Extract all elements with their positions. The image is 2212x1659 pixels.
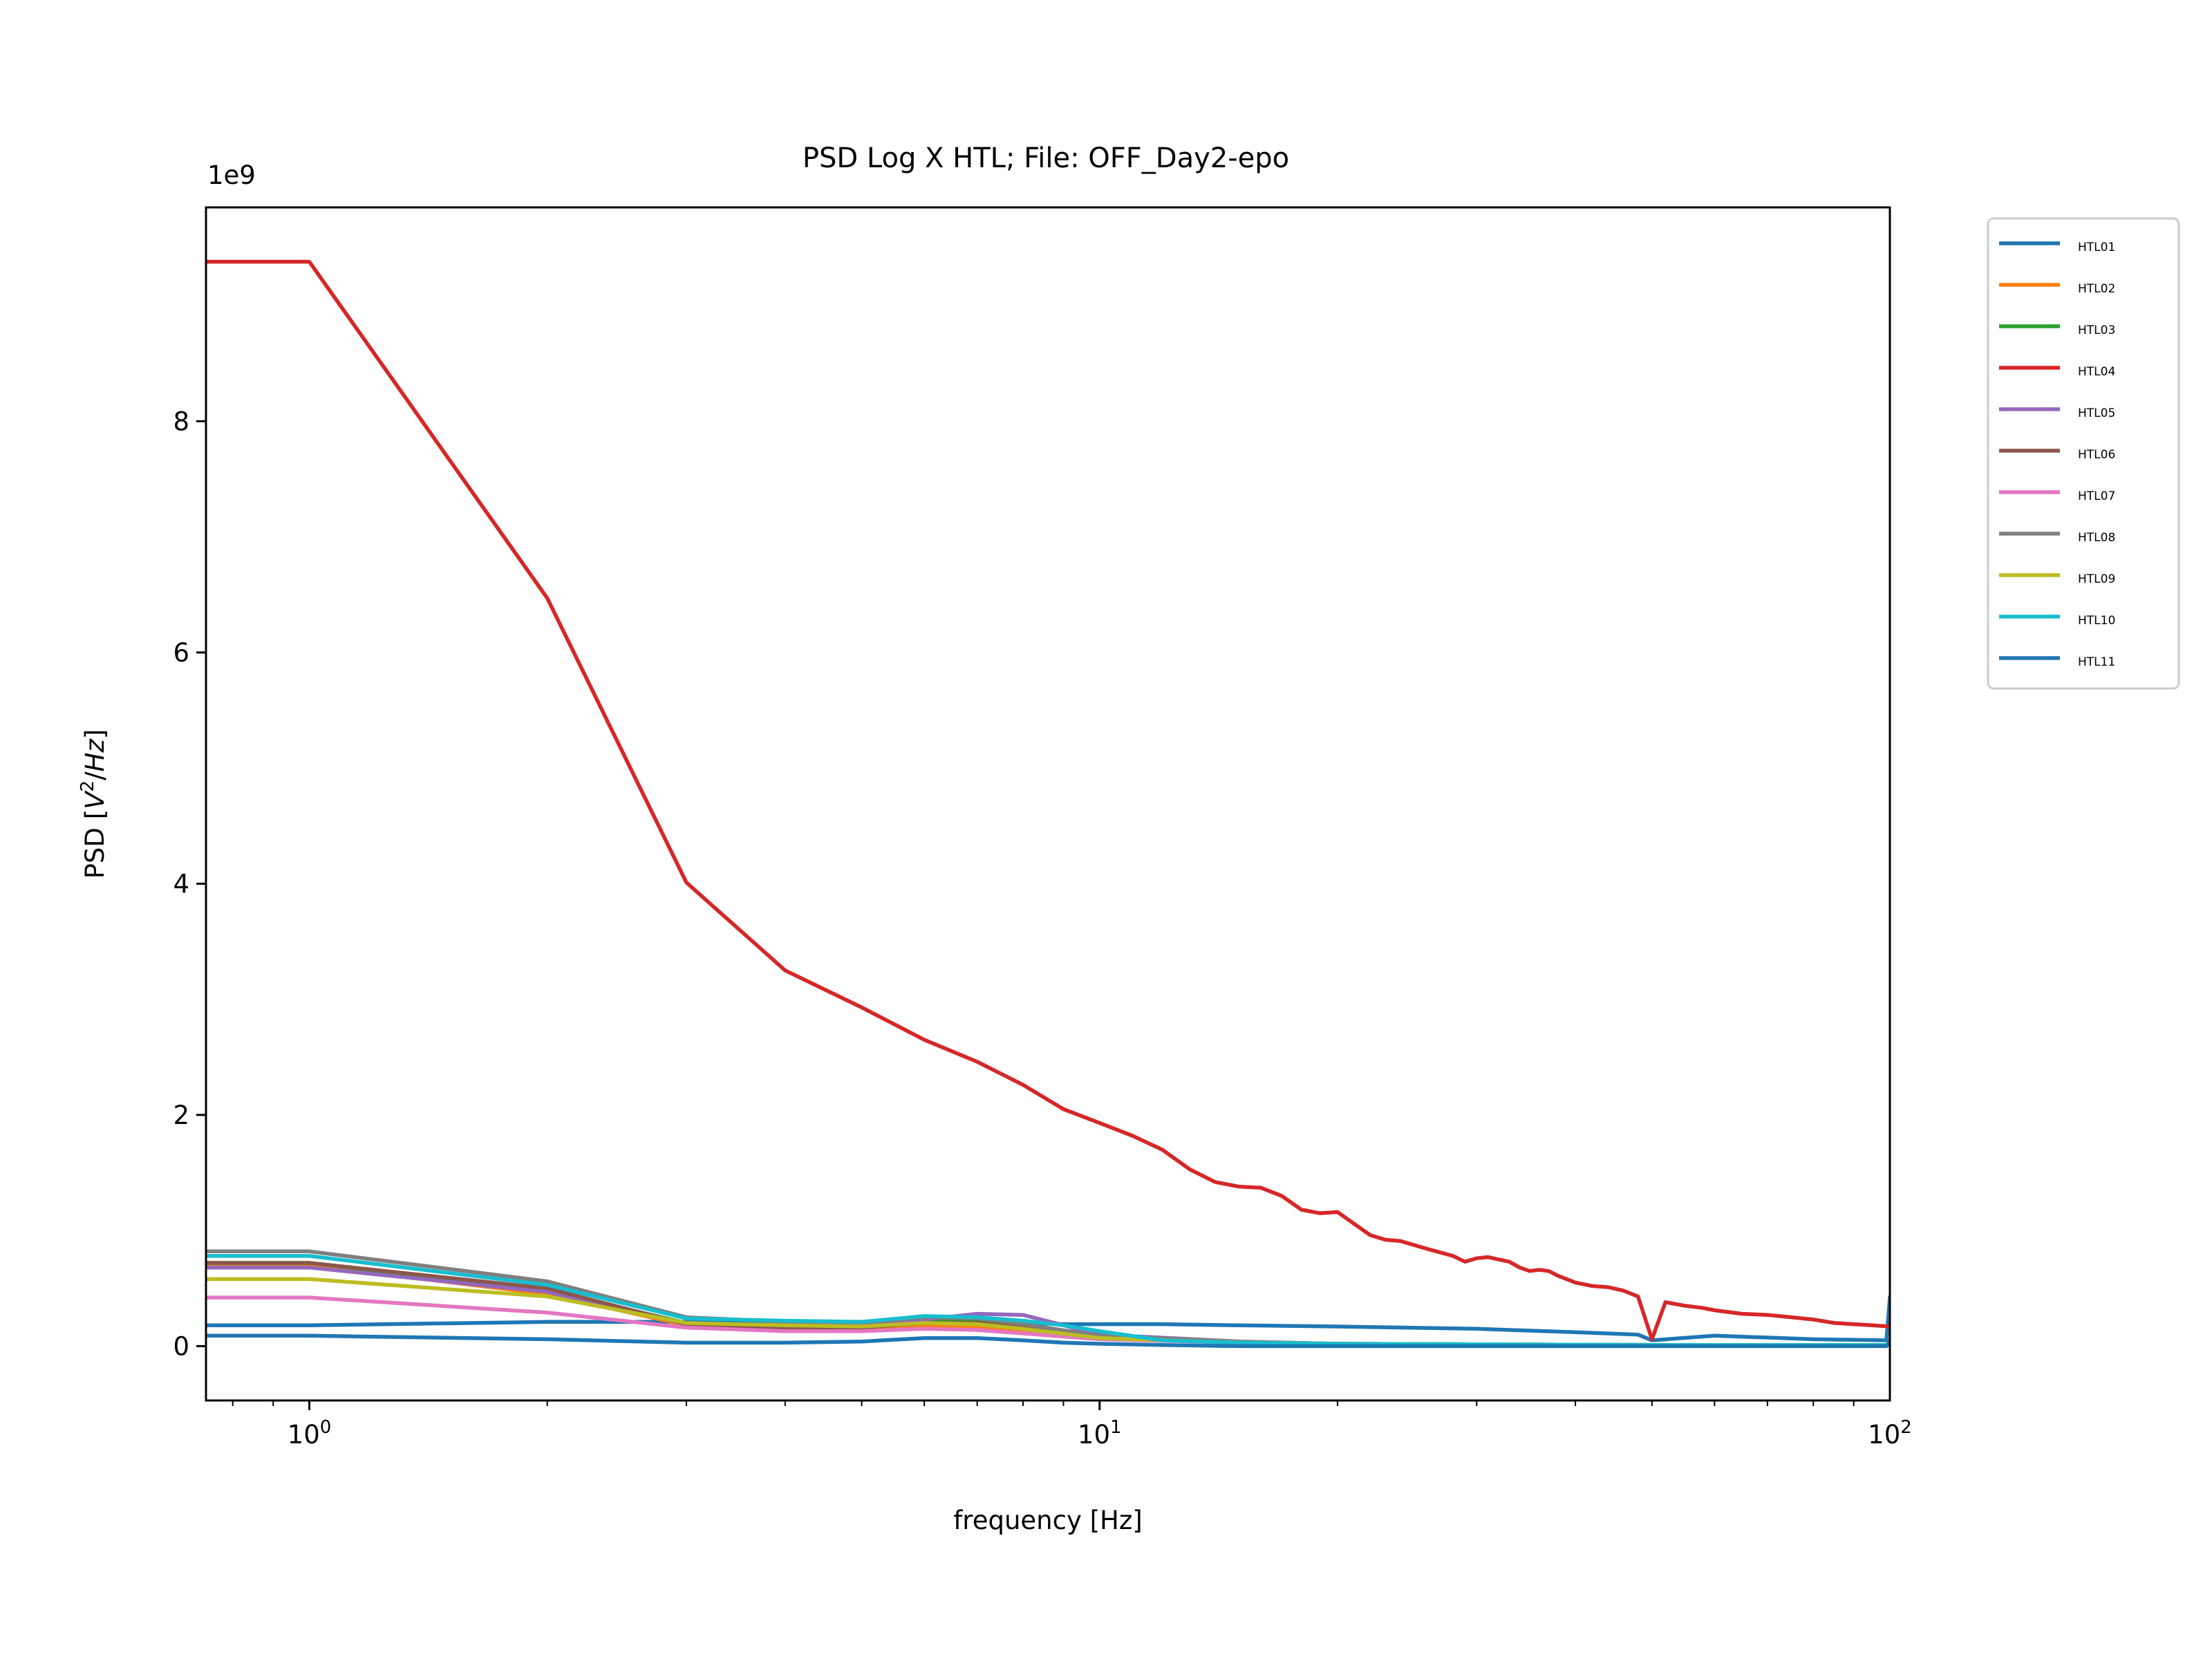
legend: HTL01 HTL02 HTL03 HTL04 HTL05 HTL06 HTL07 HTL08… bbox=[1987, 217, 2180, 690]
legend-label: HTL09 bbox=[2078, 572, 2115, 586]
legend-label: HTL01 bbox=[2078, 241, 2115, 254]
series-lines bbox=[206, 259, 1890, 1349]
x-tick-label: 102 bbox=[1868, 1417, 1912, 1450]
y-tick-label: 0 bbox=[173, 1331, 189, 1361]
legend-label: HTL06 bbox=[2078, 448, 2115, 462]
x-axis-label: frequency [Hz] bbox=[953, 1506, 1142, 1535]
legend-items: HTL01 HTL02 HTL03 HTL04 HTL05 HTL06 HTL07 HTL08… bbox=[1999, 241, 2115, 669]
legend-label: HTL07 bbox=[2078, 489, 2115, 503]
y-tick-label: 2 bbox=[173, 1100, 189, 1130]
x-tick-label: 100 bbox=[288, 1417, 332, 1450]
series-line-htl11 bbox=[206, 1333, 1890, 1349]
series-line-htl10 bbox=[206, 1254, 1890, 1347]
y-tick-label: 8 bbox=[173, 406, 189, 436]
y-offset-label: 1e9 bbox=[207, 160, 256, 190]
legend-label: HTL08 bbox=[2078, 531, 2115, 545]
y-tick-label: 6 bbox=[173, 638, 189, 668]
legend-label: HTL02 bbox=[2078, 282, 2115, 296]
y-axis-label: PSD [V2/Hz] bbox=[77, 729, 110, 879]
axes-frame bbox=[205, 206, 1891, 1402]
legend-label: HTL04 bbox=[2078, 365, 2115, 379]
legend-label: HTL05 bbox=[2078, 406, 2115, 420]
chart-title: PSD Log X HTL; File: OFF_Day2-epo bbox=[803, 142, 1289, 174]
x-tick-label: 101 bbox=[1078, 1417, 1122, 1450]
series-line-htl04 bbox=[206, 259, 1890, 1342]
plot-area bbox=[205, 206, 1891, 1402]
legend-label: HTL11 bbox=[2078, 655, 2115, 669]
axes-background bbox=[206, 207, 1890, 1400]
legend-label: HTL10 bbox=[2078, 614, 2115, 628]
x-axis: 100 101 102 bbox=[232, 1400, 1912, 1450]
y-axis: 0 2 4 6 8 bbox=[173, 406, 206, 1361]
legend-box bbox=[1987, 217, 2180, 690]
y-tick-label: 4 bbox=[173, 869, 189, 899]
legend-label: HTL03 bbox=[2078, 324, 2115, 337]
